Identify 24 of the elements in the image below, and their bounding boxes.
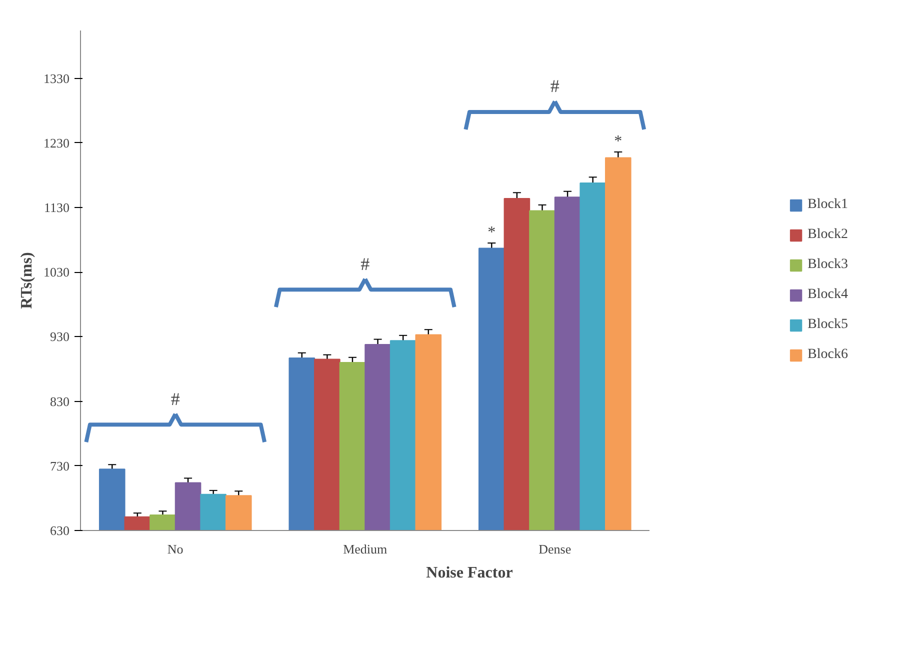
legend-label: Block1 (808, 197, 848, 213)
annotation: # (170, 388, 180, 409)
annotation: # (360, 254, 370, 274)
data-label: * (614, 132, 622, 150)
annotation: # (550, 76, 560, 96)
y-tick-label: 1130 (44, 200, 70, 216)
x-tick-label: Medium (343, 542, 388, 556)
y-axis-title: RTs(ms) (18, 252, 36, 309)
y-tick-label: 930 (50, 329, 70, 344)
x-axis-title: Noise Factor (426, 564, 513, 582)
legend-label: Block6 (808, 347, 848, 363)
legend-label: Block3 (808, 257, 848, 273)
y-tick-label: 730 (50, 458, 70, 474)
legend-label: Block4 (808, 287, 848, 303)
data-label: * (488, 224, 496, 242)
x-tick-label: Dense (538, 542, 572, 556)
y-tick-label: 1230 (44, 135, 70, 150)
x-tick-label: No (167, 542, 184, 556)
legend-label: Block2 (808, 227, 848, 243)
legend-label: Block5 (808, 317, 848, 333)
y-tick-label: 830 (50, 394, 70, 409)
y-tick-label: 630 (50, 523, 70, 538)
y-tick-label: 1030 (44, 264, 70, 280)
y-tick-label: 1330 (44, 70, 70, 86)
